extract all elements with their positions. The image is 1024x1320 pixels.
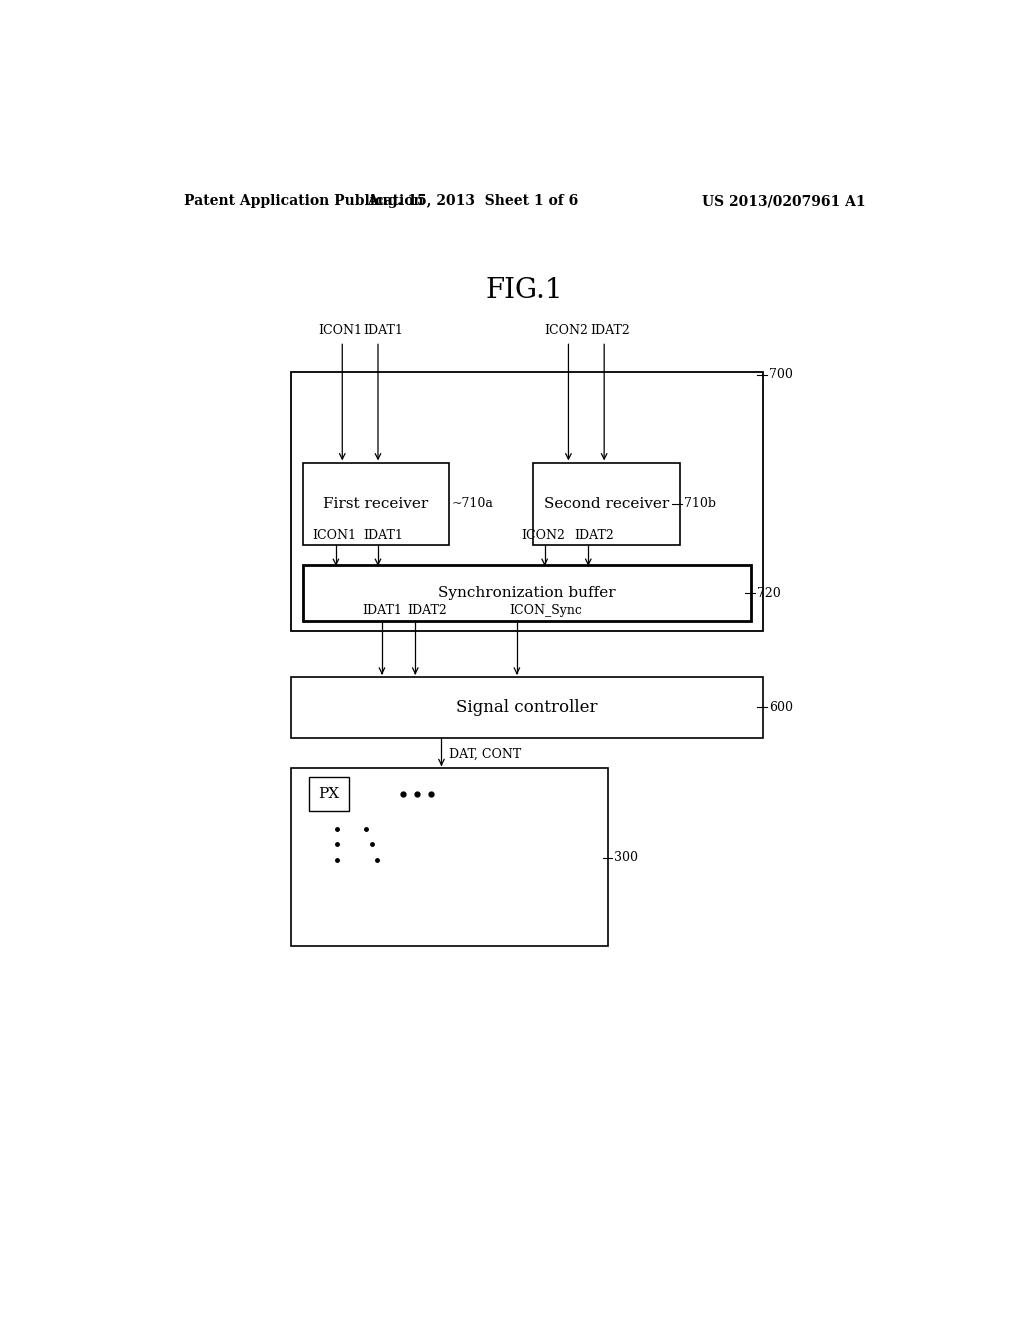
Text: Aug. 15, 2013  Sheet 1 of 6: Aug. 15, 2013 Sheet 1 of 6 — [368, 194, 579, 209]
Text: Synchronization buffer: Synchronization buffer — [438, 586, 615, 599]
Bar — [532, 463, 680, 545]
Bar — [309, 777, 348, 810]
Text: 710b: 710b — [684, 498, 717, 511]
Text: DAT, CONT: DAT, CONT — [450, 748, 521, 760]
Text: US 2013/0207961 A1: US 2013/0207961 A1 — [702, 194, 866, 209]
Text: IDAT2: IDAT2 — [574, 528, 613, 541]
Text: Second receiver: Second receiver — [544, 496, 669, 511]
Text: Patent Application Publication: Patent Application Publication — [183, 194, 423, 209]
Text: PX: PX — [318, 787, 339, 801]
Text: IDAT2: IDAT2 — [590, 325, 630, 338]
Text: 300: 300 — [614, 851, 639, 865]
Text: IDAT2: IDAT2 — [408, 603, 447, 616]
Text: ~710a: ~710a — [452, 498, 494, 511]
Text: Signal controller: Signal controller — [456, 698, 598, 715]
Bar — [291, 372, 763, 631]
Text: 720: 720 — [758, 587, 781, 599]
Text: ICON1: ICON1 — [318, 325, 362, 338]
Text: ICON2: ICON2 — [521, 528, 564, 541]
Bar — [303, 565, 751, 620]
Text: FIG.1: FIG.1 — [486, 277, 563, 304]
Text: ICON2: ICON2 — [545, 325, 589, 338]
Bar — [303, 463, 450, 545]
Text: ICON1: ICON1 — [312, 528, 356, 541]
Text: IDAT1: IDAT1 — [364, 528, 403, 541]
Text: IDAT1: IDAT1 — [364, 325, 403, 338]
Text: 600: 600 — [769, 701, 794, 714]
Bar — [291, 768, 608, 946]
Bar — [291, 677, 763, 738]
Text: ICON_Sync: ICON_Sync — [509, 603, 582, 616]
Text: IDAT1: IDAT1 — [362, 603, 402, 616]
Text: 700: 700 — [769, 368, 794, 381]
Text: First receiver: First receiver — [324, 496, 429, 511]
